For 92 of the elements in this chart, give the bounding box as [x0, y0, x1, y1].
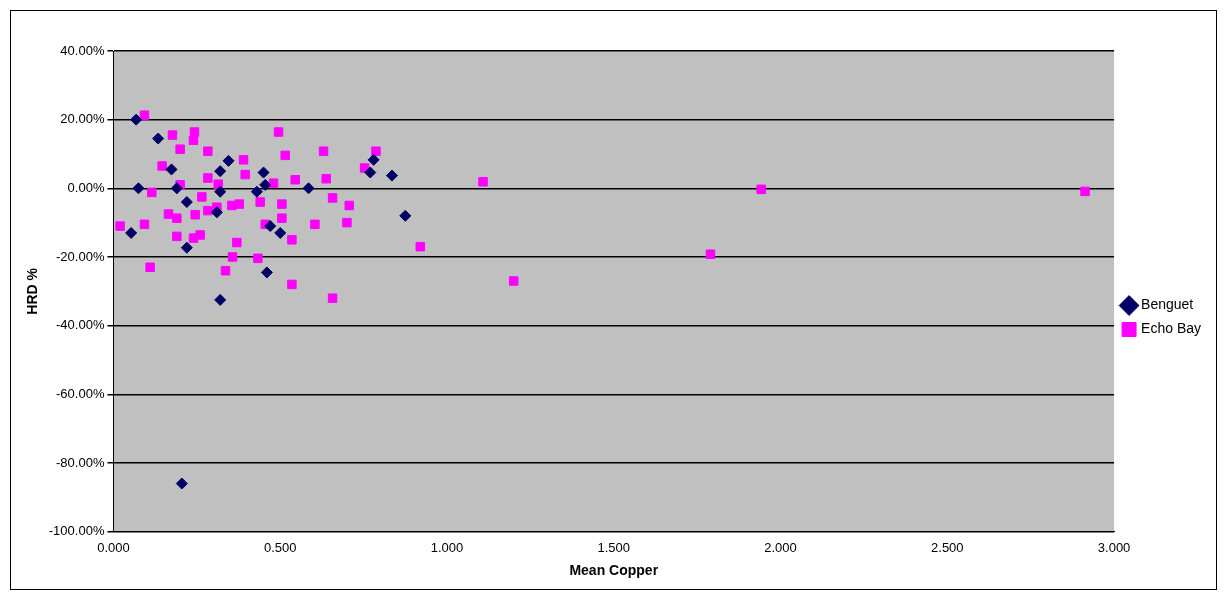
point — [287, 235, 297, 245]
x-tick-label: 2.500 — [931, 539, 964, 555]
point — [132, 182, 145, 195]
point — [371, 146, 381, 156]
point — [172, 231, 182, 242]
point — [163, 209, 174, 219]
point — [203, 173, 213, 183]
x-tick-label: 1.000 — [430, 539, 464, 555]
point — [157, 161, 167, 171]
point — [167, 130, 178, 140]
y-tick-label: 0.00% — [67, 179, 105, 195]
point — [197, 192, 207, 202]
point — [318, 146, 329, 156]
point — [139, 110, 150, 120]
point — [232, 237, 242, 248]
point — [415, 241, 426, 252]
point — [478, 177, 488, 187]
point — [190, 210, 200, 220]
point — [180, 196, 193, 209]
point — [130, 113, 143, 126]
point — [385, 169, 398, 182]
x-tick-label: 3.000 — [1097, 539, 1131, 555]
point — [227, 252, 238, 262]
point — [302, 182, 315, 195]
point — [321, 173, 331, 184]
point — [277, 199, 287, 209]
point — [259, 178, 272, 191]
point — [220, 265, 231, 276]
point — [287, 279, 297, 290]
point — [234, 199, 244, 209]
point — [170, 182, 183, 195]
point — [705, 249, 716, 259]
point — [327, 193, 338, 203]
point — [250, 185, 263, 198]
point — [238, 155, 249, 165]
point — [290, 174, 300, 185]
point — [195, 230, 205, 240]
point — [175, 477, 188, 490]
point — [367, 153, 380, 166]
point — [147, 187, 157, 198]
point — [327, 293, 338, 303]
point — [180, 241, 193, 254]
point — [264, 220, 277, 233]
x-axis-title: Mean Copper — [569, 562, 659, 579]
y-tick-label: -100.00% — [48, 523, 105, 539]
x-tick-label: 2.000 — [764, 539, 797, 555]
point — [222, 154, 235, 167]
point — [268, 178, 279, 188]
point — [255, 197, 265, 207]
point — [210, 206, 223, 219]
point — [260, 266, 273, 279]
point — [508, 276, 519, 286]
x-tick-label: 1.500 — [597, 539, 631, 555]
point — [280, 150, 290, 161]
point — [203, 146, 213, 156]
point — [277, 213, 287, 223]
y-axis-title: HRD % — [24, 267, 41, 315]
x-tick-label: 0.000 — [97, 539, 130, 555]
point — [152, 132, 165, 145]
point — [310, 219, 320, 230]
point — [139, 219, 150, 230]
y-tick-label: -20.00% — [56, 248, 105, 264]
point — [274, 226, 287, 239]
point — [342, 217, 352, 228]
point — [125, 226, 138, 239]
point — [115, 221, 125, 231]
point — [214, 185, 227, 198]
point — [344, 200, 355, 211]
point — [214, 165, 227, 178]
point — [1080, 186, 1090, 197]
legend-label: Echo Bay — [1141, 320, 1202, 337]
point — [756, 184, 766, 195]
point — [273, 127, 284, 137]
point — [257, 166, 270, 179]
point — [145, 262, 155, 273]
point — [188, 135, 199, 145]
point — [364, 166, 377, 179]
y-tick-label: -80.00% — [56, 454, 105, 470]
legend-label: Benguet — [1141, 296, 1194, 313]
point — [165, 163, 178, 176]
point — [253, 253, 263, 264]
point — [172, 213, 182, 223]
y-tick-label: -40.00% — [56, 317, 105, 333]
x-tick-label: 0.500 — [263, 539, 297, 555]
point — [175, 144, 185, 154]
point — [214, 293, 227, 306]
point — [240, 169, 250, 180]
y-tick-label: -60.00% — [56, 385, 105, 401]
y-tick-label: 40.00% — [60, 42, 105, 58]
point — [399, 209, 412, 222]
point — [203, 205, 213, 216]
y-tick-label: 20.00% — [60, 111, 105, 127]
